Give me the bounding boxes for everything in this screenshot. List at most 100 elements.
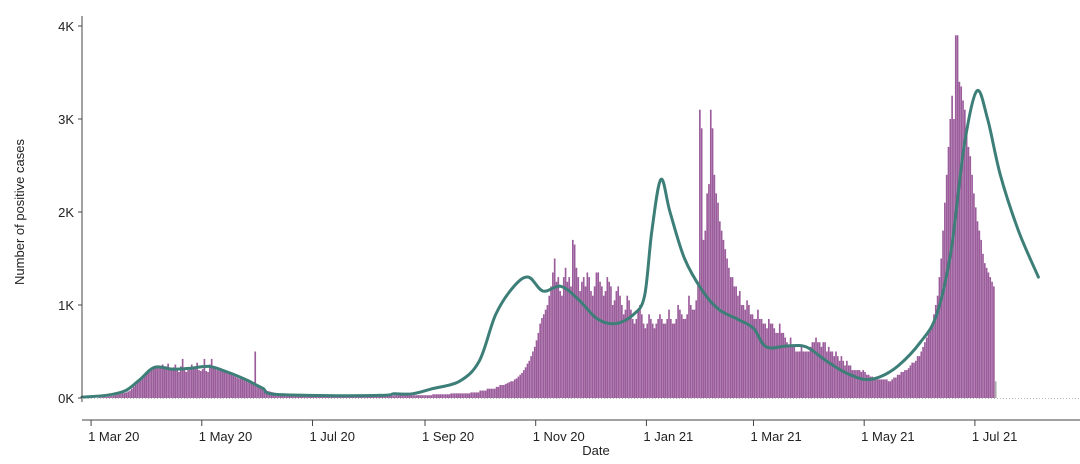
bar	[673, 323, 676, 398]
bar	[196, 362, 198, 398]
bar	[688, 295, 690, 398]
bar	[827, 346, 830, 398]
bar	[530, 356, 532, 398]
bar	[581, 281, 583, 398]
bar	[795, 351, 797, 398]
bar	[668, 309, 670, 398]
bar	[116, 394, 119, 398]
bar	[143, 374, 146, 398]
bar	[194, 368, 197, 398]
bar	[619, 295, 621, 398]
bar	[419, 395, 422, 398]
bar	[642, 323, 645, 398]
bar	[250, 383, 253, 398]
bar	[212, 367, 215, 398]
bar	[147, 371, 149, 398]
bar	[684, 318, 687, 398]
bar	[753, 318, 756, 398]
bar	[613, 300, 616, 398]
bar	[800, 346, 803, 398]
bar	[836, 356, 839, 398]
bar	[524, 367, 527, 398]
bars-group	[98, 35, 997, 399]
bar	[749, 314, 752, 398]
bar	[769, 323, 772, 398]
bar	[506, 383, 509, 398]
bar	[546, 305, 549, 398]
x-tick-label: 1 Jul 21	[972, 429, 1018, 444]
bar	[884, 379, 886, 398]
bar	[468, 393, 471, 398]
bar	[717, 202, 719, 398]
bar	[965, 128, 968, 399]
bar	[640, 314, 643, 398]
bar	[149, 370, 151, 398]
bar	[457, 393, 460, 398]
bar	[218, 370, 220, 398]
y-axis-title: Number of positive cases	[12, 139, 27, 285]
bar	[499, 384, 502, 398]
line-group	[80, 88, 1040, 399]
bar	[898, 374, 901, 398]
bar	[586, 272, 589, 398]
bar	[911, 362, 914, 398]
bar	[140, 378, 142, 398]
bar	[412, 395, 414, 398]
bar	[735, 286, 737, 398]
bar	[679, 309, 681, 398]
bar	[956, 35, 959, 399]
bar	[415, 395, 418, 398]
bar	[760, 318, 763, 398]
bar	[258, 386, 260, 398]
x-tick-label: 1 Mar 20	[88, 429, 139, 444]
x-tick-label: 1 Jul 20	[309, 429, 355, 444]
bar	[878, 379, 881, 398]
bar	[680, 314, 683, 398]
bar	[158, 365, 160, 398]
bar	[686, 314, 688, 398]
bar	[708, 184, 710, 398]
bar	[904, 370, 906, 398]
bar	[227, 371, 229, 398]
bar	[742, 305, 745, 398]
bar	[726, 258, 728, 398]
bar	[591, 295, 594, 398]
bar	[381, 395, 384, 398]
bar	[172, 367, 175, 398]
bar	[822, 342, 825, 398]
bar	[651, 323, 654, 398]
bar	[980, 239, 982, 398]
bar	[846, 360, 848, 398]
bar	[568, 277, 571, 398]
bar	[626, 295, 629, 398]
bar	[989, 277, 992, 398]
bar	[263, 389, 266, 398]
bar	[611, 305, 614, 398]
bar	[532, 351, 534, 398]
bar	[873, 378, 875, 398]
bar	[584, 286, 587, 398]
bar	[187, 370, 189, 398]
x-tick-label: 1 May 21	[861, 429, 914, 444]
bar	[856, 370, 859, 398]
bar	[510, 381, 512, 398]
bar	[755, 318, 757, 398]
bar	[541, 318, 543, 398]
x-tick-label: 1 May 20	[199, 429, 252, 444]
bar	[967, 146, 970, 398]
bar	[405, 395, 407, 398]
bar	[161, 364, 164, 398]
bar	[913, 362, 915, 398]
bar	[787, 346, 790, 398]
bar	[826, 351, 828, 398]
bar	[876, 379, 879, 398]
bar	[844, 365, 846, 398]
bar	[615, 291, 618, 398]
bar	[944, 202, 946, 398]
bar	[920, 351, 923, 398]
bar	[225, 371, 228, 398]
bar	[572, 239, 574, 398]
bar	[214, 368, 217, 398]
y-tick-label: 3K	[58, 112, 74, 127]
bar	[815, 337, 817, 398]
